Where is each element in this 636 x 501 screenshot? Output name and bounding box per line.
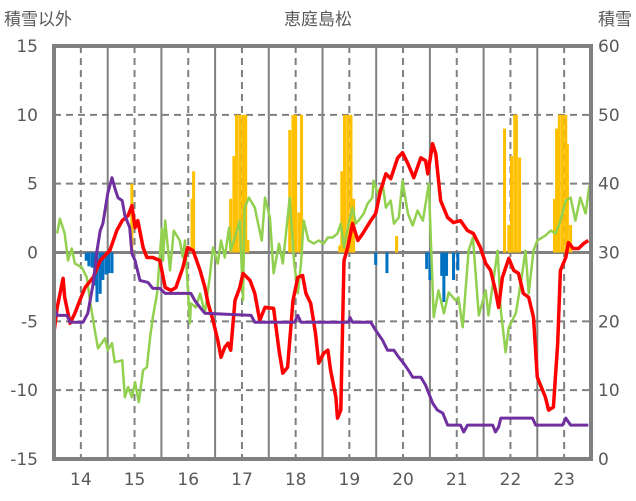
x-tick-label: 16 — [177, 470, 199, 490]
orange-bar — [244, 114, 248, 253]
orange-bar — [503, 128, 507, 253]
left-tick-label: -5 — [21, 312, 38, 332]
bars — [84, 114, 573, 303]
blue-bar — [90, 252, 94, 268]
left-tick-label: 15 — [16, 37, 38, 57]
x-tick-label: 23 — [553, 470, 575, 490]
orange-bar — [513, 114, 517, 253]
orange-bar — [395, 235, 399, 253]
orange-bar — [190, 198, 194, 253]
right-tick-label: 30 — [598, 244, 620, 264]
right-tick-label: 10 — [598, 381, 620, 401]
blue-bar — [110, 252, 114, 274]
orange-bar — [300, 114, 304, 253]
right-tick-label: 20 — [598, 312, 620, 332]
blue-bar — [374, 252, 378, 265]
x-tick-label: 22 — [500, 470, 522, 490]
orange-bar — [235, 114, 239, 253]
chart-title: 恵庭島松 — [284, 10, 352, 30]
x-tick-label: 18 — [285, 470, 307, 490]
blue-bar — [428, 252, 432, 281]
x-tick-label: 15 — [124, 470, 146, 490]
orange-bar — [343, 114, 347, 253]
blue-bar — [84, 252, 88, 261]
orange-bar — [340, 171, 344, 253]
orange-bar — [557, 114, 561, 253]
blue-bar — [385, 252, 389, 274]
x-tick-label: 14 — [70, 470, 92, 490]
blue-bar — [101, 252, 105, 281]
orange-bar — [294, 114, 298, 253]
blue-bar — [98, 252, 102, 294]
blue-bar — [445, 252, 449, 276]
x-tick-label: 20 — [392, 470, 414, 490]
purple-series-line — [52, 176, 589, 434]
orange-bar — [507, 224, 511, 253]
blue-bar — [95, 252, 99, 303]
orange-bar — [192, 171, 196, 253]
x-tick-label: 17 — [231, 470, 253, 490]
plot-frame — [52, 44, 593, 461]
orange-bar — [510, 156, 514, 253]
blue-bar — [425, 252, 429, 270]
orange-bar — [349, 114, 353, 253]
plot-border — [52, 44, 593, 461]
orange-bar — [229, 198, 233, 253]
orange-bar — [564, 114, 568, 253]
blue-bar — [452, 252, 456, 281]
right-axis-label: 積雪 — [598, 10, 632, 30]
x-tick-label: 21 — [446, 470, 468, 490]
blue-bar — [456, 252, 460, 271]
right-tick-label: 50 — [598, 106, 620, 126]
right-tick-label: 40 — [598, 175, 620, 195]
right-tick-label: 0 — [598, 450, 609, 470]
left-tick-label: 10 — [16, 106, 38, 126]
left-tick-label: -15 — [10, 450, 38, 470]
orange-bar — [246, 240, 250, 253]
orange-bar — [288, 129, 292, 253]
left-tick-label: 5 — [27, 175, 38, 195]
orange-bar — [238, 114, 242, 253]
orange-bar — [569, 224, 573, 253]
series-lines — [52, 141, 591, 434]
orange-bar — [338, 245, 342, 253]
red-series-line — [52, 141, 590, 420]
x-tick-label: 19 — [339, 470, 361, 490]
orange-bar — [552, 198, 556, 253]
blue-bar — [104, 252, 108, 275]
orange-bar — [241, 114, 245, 253]
orange-bar — [232, 156, 236, 253]
blue-bar — [442, 252, 446, 303]
orange-bar — [346, 114, 350, 253]
blue-bar — [87, 252, 91, 267]
left-tick-label: -10 — [10, 381, 38, 401]
right-tick-label: 60 — [598, 37, 620, 57]
orange-bar — [291, 114, 295, 253]
left-tick-label: 0 — [27, 244, 38, 264]
left-axis-label: 積雪以外 — [4, 10, 72, 30]
orange-bar — [565, 143, 569, 253]
orange-bar — [518, 157, 522, 253]
orange-bar — [514, 114, 518, 253]
orange-bar — [130, 183, 134, 253]
blue-bar — [440, 252, 444, 276]
orange-bar — [297, 212, 301, 253]
blue-bar — [107, 252, 111, 274]
orange-bar — [555, 128, 559, 253]
orange-bar — [561, 114, 565, 253]
